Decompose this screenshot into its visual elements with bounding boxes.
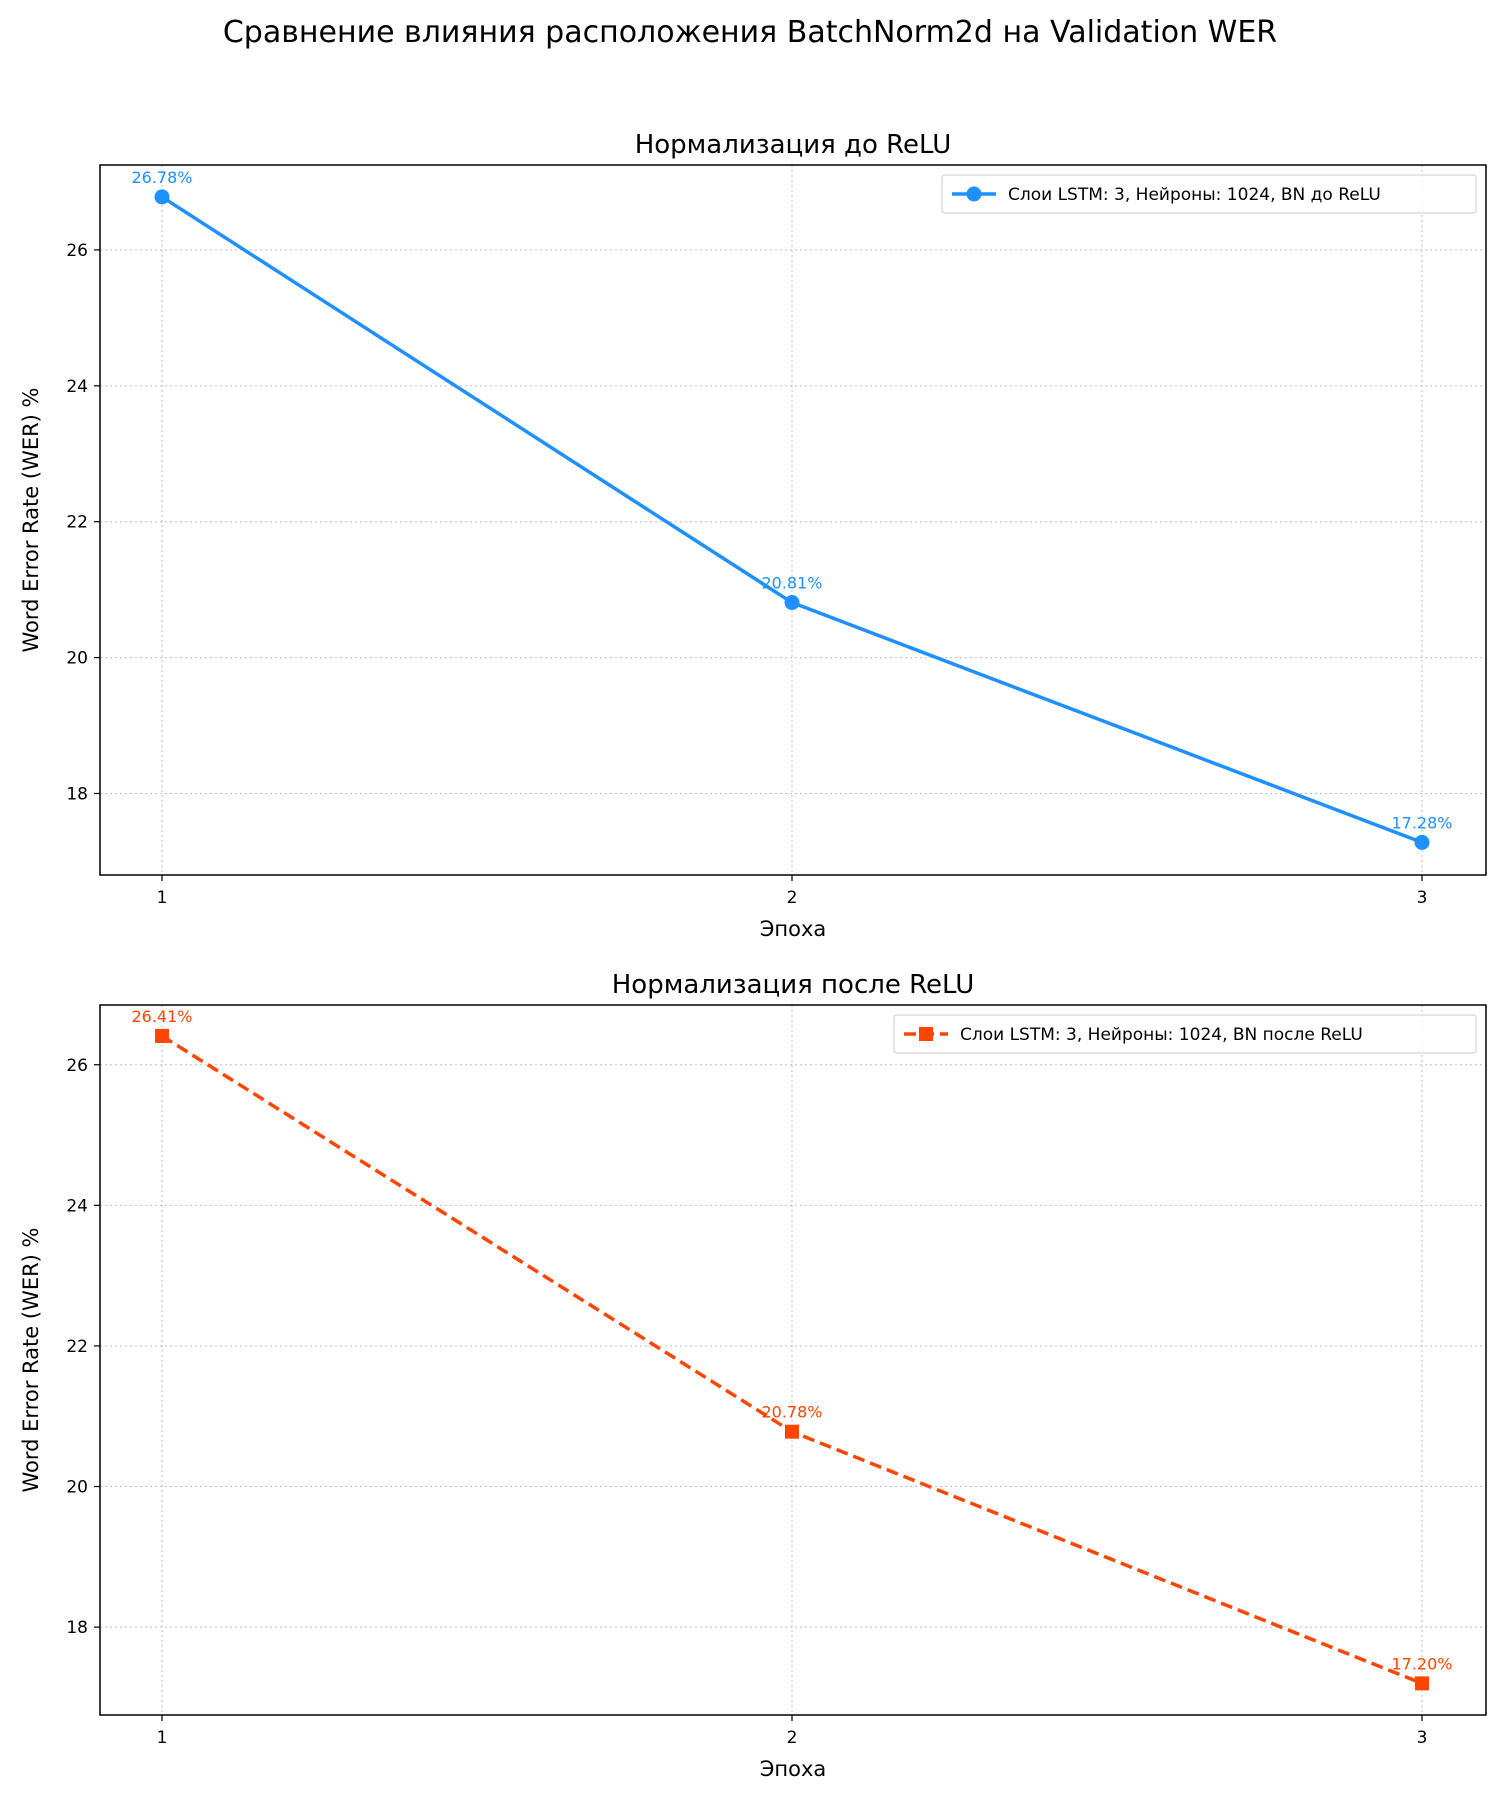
plot-frame [99, 164, 1487, 876]
legend-swatch-marker [966, 186, 982, 202]
y-tick-label: 24 [66, 377, 88, 397]
y-tick-label: 24 [66, 1196, 88, 1216]
chart-bn-after-relu: Нормализация после ReLU 18 20 22 24 26 1 2 3 Эпох… [19, 970, 1487, 1781]
x-tick-label: 1 [157, 1728, 168, 1748]
x-tick-label: 1 [157, 888, 168, 908]
data-point-label: 26.41% [131, 1007, 192, 1026]
legend: Слои LSTM: 3, Нейроны: 1024, BN после Re… [893, 1014, 1477, 1054]
y-axis-label: Word Error Rate (WER) % [19, 388, 43, 653]
y-tick-label: 20 [66, 649, 88, 669]
figure-suptitle: Сравнение влияния расположения BatchNorm… [223, 15, 1277, 50]
x-tick-label: 3 [1417, 888, 1428, 908]
x-tick-label: 2 [787, 888, 798, 908]
y-tick-label: 20 [66, 1478, 88, 1498]
x-tick-label: 3 [1417, 1728, 1428, 1748]
y-tick-label: 22 [66, 1337, 88, 1357]
data-point-label: 17.20% [1391, 1654, 1452, 1673]
data-point-label: 20.81% [761, 574, 822, 593]
legend-box [893, 1014, 1477, 1054]
data-point-marker [155, 1028, 169, 1043]
legend: Слои LSTM: 3, Нейроны: 1024, BN до ReLU [941, 174, 1477, 214]
y-tick-label: 26 [66, 1056, 88, 1076]
plot-frame [99, 1004, 1487, 1716]
data-point-marker [784, 595, 800, 611]
y-tick-label: 18 [66, 1618, 88, 1638]
data-point-label: 20.78% [761, 1403, 822, 1422]
x-axis-label: Эпоха [760, 1757, 827, 1781]
data-point-marker [785, 1424, 799, 1439]
legend-label: Слои LSTM: 3, Нейроны: 1024, BN после Re… [960, 1025, 1363, 1045]
legend-box [941, 174, 1477, 214]
y-axis-label: Word Error Rate (WER) % [19, 1228, 43, 1493]
data-point-marker [1415, 1676, 1429, 1691]
chart-title: Нормализация до ReLU [635, 130, 952, 160]
x-axis-label: Эпоха [760, 917, 827, 941]
data-point-label: 17.28% [1391, 813, 1452, 832]
x-tick-label: 2 [787, 1728, 798, 1748]
y-tick-label: 22 [66, 513, 88, 533]
y-tick-label: 26 [66, 241, 88, 261]
legend-swatch-marker [919, 1027, 933, 1041]
y-tick-label: 18 [66, 784, 88, 804]
data-point-label: 26.78% [131, 168, 192, 187]
legend-label: Слои LSTM: 3, Нейроны: 1024, BN до ReLU [1008, 185, 1381, 205]
chart-title: Нормализация после ReLU [612, 970, 974, 1000]
data-point-marker [1414, 834, 1430, 850]
data-point-marker [154, 189, 170, 205]
chart-bn-before-relu: Нормализация до ReLU 18 20 22 24 26 1 2 3 Эпоха Wo… [19, 130, 1487, 941]
